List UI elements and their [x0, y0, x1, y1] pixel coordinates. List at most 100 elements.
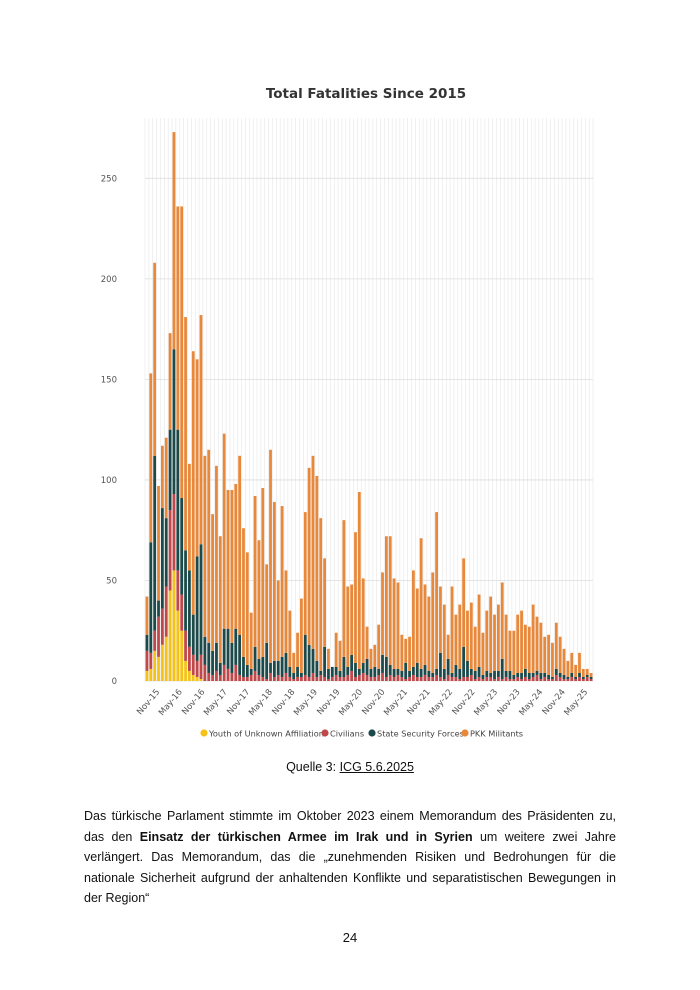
bar-pkk — [361, 578, 365, 663]
bar-pkk — [435, 512, 438, 669]
bar-pkk — [342, 520, 346, 657]
chart-title: Total Fatalities Since 2015 — [266, 86, 466, 102]
bar-pkk — [234, 483, 238, 629]
bar-pkk — [265, 564, 269, 643]
bar-security — [257, 658, 261, 675]
bar-civilians — [496, 676, 500, 681]
x-tick-label: May-19 — [292, 688, 320, 718]
bar-civilians — [419, 676, 423, 681]
bar-pkk — [257, 540, 261, 659]
bar-civilians — [570, 676, 574, 681]
bar-pkk — [199, 315, 203, 545]
bar-pkk — [404, 638, 408, 663]
bar-security — [184, 550, 187, 631]
bar-security — [296, 666, 299, 677]
bar-civilians — [408, 676, 411, 681]
bar-civilians — [373, 676, 377, 681]
bar-civilians — [342, 676, 346, 681]
bar-youth — [168, 590, 172, 681]
bar-civilians — [180, 594, 184, 631]
bar-pkk — [504, 614, 508, 671]
bar-pkk — [365, 626, 369, 659]
bar-security — [346, 666, 350, 675]
bar-security — [292, 672, 296, 679]
bar-pkk — [149, 373, 153, 543]
bar-civilians — [172, 494, 176, 571]
bar-pkk — [172, 132, 176, 350]
bar-security — [512, 674, 516, 679]
bar-security — [473, 670, 477, 679]
bar-civilians — [330, 676, 334, 681]
bar-pkk — [280, 506, 284, 657]
bar-security — [234, 628, 238, 665]
bar-civilians — [381, 672, 384, 681]
bar-civilians — [551, 678, 554, 681]
bar-pkk — [489, 596, 493, 673]
bar-pkk — [392, 578, 396, 669]
bar-security — [396, 668, 400, 675]
bar-pkk — [292, 652, 296, 673]
bar-security — [547, 674, 550, 679]
bar-security — [269, 662, 272, 673]
bar-security — [361, 662, 365, 673]
bar-security — [284, 652, 288, 673]
bar-civilians — [164, 586, 168, 637]
bar-security — [357, 668, 361, 675]
bar-civilians — [265, 678, 269, 681]
bar-civilians — [396, 674, 400, 681]
bar-pkk — [558, 636, 562, 673]
bar-pkk — [350, 584, 354, 655]
bar-pkk — [338, 640, 342, 671]
bar-pkk — [524, 624, 527, 669]
bar-civilians — [199, 654, 203, 679]
bar-pkk — [249, 612, 253, 669]
bar-security — [253, 646, 257, 671]
bar-youth — [157, 656, 160, 681]
bar-security — [261, 656, 265, 677]
bar-civilians — [226, 668, 230, 681]
bar-security — [574, 676, 578, 679]
bar-pkk — [384, 536, 388, 657]
bar-civilians — [222, 664, 226, 681]
bar-pkk — [481, 632, 485, 675]
bar-civilians — [195, 660, 199, 677]
bar-pkk — [164, 437, 168, 519]
bar-security — [554, 668, 558, 675]
bar-pkk — [408, 636, 411, 671]
bar-civilians — [234, 664, 238, 681]
bar-civilians — [392, 676, 396, 681]
bar-civilians — [296, 676, 299, 681]
bar-youth — [153, 650, 157, 681]
bar-civilians — [153, 630, 157, 651]
chart: Total Fatalities Since 2015 0 50 100 150 200… — [101, 86, 594, 739]
bar-security — [458, 668, 462, 679]
bar-security — [350, 654, 354, 671]
bar-pkk — [535, 616, 539, 671]
bar-pkk — [531, 604, 535, 673]
bar-security — [493, 670, 496, 679]
bar-security — [516, 672, 520, 677]
bar-civilians — [493, 678, 496, 681]
bar-youth — [145, 670, 149, 681]
body-paragraph: Das türkische Parlament stimmte im Oktob… — [84, 806, 616, 909]
bar-security — [527, 672, 531, 679]
bar-security — [199, 544, 203, 655]
bar-security — [145, 634, 149, 651]
legend-label-youth: Youth of Unknown Affiliation — [208, 729, 324, 739]
bar-security — [176, 429, 180, 571]
bar-civilians — [292, 678, 296, 681]
bar-pkk — [496, 604, 500, 671]
bar-civilians — [547, 678, 550, 681]
bar-pkk — [253, 496, 257, 647]
bar-civilians — [249, 674, 253, 681]
bar-pkk — [566, 660, 570, 677]
bar-security — [412, 666, 415, 675]
bar-civilians — [157, 616, 160, 657]
bar-civilians — [230, 672, 234, 681]
bar-civilians — [257, 674, 261, 681]
bar-security — [381, 654, 384, 673]
y-tick-label: 100 — [101, 476, 117, 486]
caption-source-link[interactable]: ICG 5.6.2025 — [339, 760, 414, 774]
caption-prefix: Quelle 3: — [286, 760, 340, 774]
bar-security — [319, 670, 323, 675]
